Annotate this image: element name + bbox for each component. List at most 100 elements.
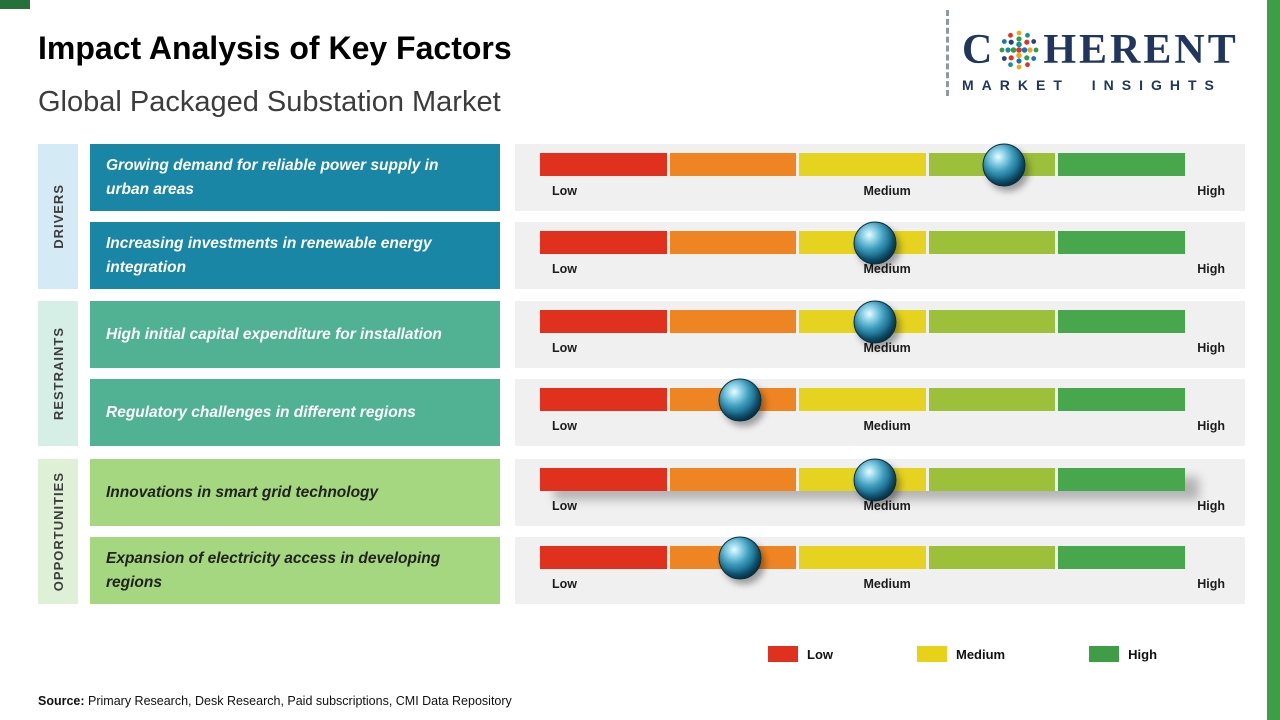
scale-labels: Low Medium High (515, 499, 1245, 513)
legend-swatch-medium (917, 646, 947, 662)
bar-segment-low-mid (669, 310, 797, 333)
scale-label-medium: Medium (863, 262, 911, 276)
factor-text: Expansion of electricity access in devel… (106, 550, 441, 591)
bar-segment-low (540, 468, 667, 491)
scale-label-low: Low (552, 184, 577, 198)
factor-text: Innovations in smart grid technology (106, 483, 379, 501)
legend-swatch-low (768, 646, 798, 662)
top-left-accent (0, 0, 30, 9)
scale-label-medium: Medium (863, 184, 911, 198)
logo-letters-herent: HERENT (1043, 27, 1239, 73)
factor-box: Increasing investments in renewable ener… (90, 222, 500, 289)
category-label-opportunities: OPPORTUNITIES (50, 471, 66, 592)
bar-segment-mid (799, 388, 926, 411)
factor-box: Expansion of electricity access in devel… (90, 537, 500, 604)
page-title: Impact Analysis of Key Factors (38, 30, 512, 66)
scale-label-high: High (1197, 184, 1225, 198)
legend-item-high: High (1089, 646, 1157, 662)
scale-label-high: High (1197, 499, 1225, 513)
bar-segment-low (540, 388, 667, 411)
impact-slider-knob[interactable] (982, 143, 1026, 186)
impact-slider-knob[interactable] (853, 221, 897, 264)
scale-label-low: Low (552, 341, 577, 355)
legend-item-low: Low (768, 646, 833, 662)
legend: Low Medium High (768, 646, 1157, 662)
impact-scale-panel: Low Medium High (515, 300, 1245, 368)
impact-gradient-bar (540, 221, 1185, 264)
scale-labels: Low Medium High (515, 577, 1245, 591)
factor-box: Growing demand for reliable power supply… (90, 144, 500, 211)
bar-segment-mid-high (928, 468, 1056, 491)
factor-box: Innovations in smart grid technology (90, 459, 500, 526)
bar-segment-high (1058, 231, 1185, 254)
page-subtitle: Global Packaged Substation Market (38, 86, 501, 118)
source-text: Primary Research, Desk Research, Paid su… (84, 694, 512, 708)
impact-scale-panel: Low Medium High (515, 221, 1245, 289)
right-edge-accent (1267, 0, 1280, 720)
scale-labels: Low Medium High (515, 184, 1245, 198)
impact-gradient-bar (540, 300, 1185, 343)
bar-segment-low-mid (669, 468, 797, 491)
logo-letter-c: C (962, 27, 996, 73)
logo-tagline: MARKET INSIGHTS (962, 77, 1222, 93)
bar-segment-high (1058, 153, 1185, 176)
brand-logo: C HERENT M (962, 28, 1262, 93)
impact-scale-panel: Low Medium High (515, 536, 1245, 604)
bar-segment-low-mid (669, 153, 797, 176)
bar-segment-mid-high (928, 231, 1056, 254)
bar-segment-low (540, 546, 667, 569)
factor-text: Regulatory challenges in different regio… (106, 403, 416, 421)
factor-box: High initial capital expenditure for ins… (90, 301, 500, 368)
logo-divider (946, 10, 949, 96)
impact-slider-knob[interactable] (853, 300, 897, 343)
factor-text: Growing demand for reliable power supply… (106, 157, 439, 198)
source-line: Source: Primary Research, Desk Research,… (38, 694, 512, 708)
scale-label-high: High (1197, 419, 1225, 433)
scale-label-medium: Medium (863, 499, 911, 513)
scale-labels: Low Medium High (515, 341, 1245, 355)
scale-label-low: Low (552, 499, 577, 513)
category-strip-restraints: RESTRAINTS (38, 301, 78, 446)
legend-label-medium: Medium (956, 646, 1006, 662)
source-label: Source: (38, 694, 85, 708)
scale-label-medium: Medium (863, 419, 911, 433)
bar-segment-low (540, 231, 667, 254)
scale-labels: Low Medium High (515, 262, 1245, 276)
scale-label-low: Low (552, 419, 577, 433)
category-label-restraints: RESTRAINTS (50, 326, 66, 421)
legend-label-low: Low (807, 646, 833, 662)
factor-text: Increasing investments in renewable ener… (106, 235, 432, 276)
category-strip-drivers: DRIVERS (38, 144, 78, 289)
impact-slider-knob[interactable] (718, 536, 762, 579)
bar-segment-mid (799, 153, 926, 176)
scale-label-medium: Medium (863, 577, 911, 591)
legend-item-medium: Medium (917, 646, 1005, 662)
bar-segment-high (1058, 310, 1185, 333)
impact-slider-knob[interactable] (718, 378, 762, 421)
impact-gradient-bar (540, 378, 1185, 421)
bar-segment-low (540, 310, 667, 333)
scale-label-medium: Medium (863, 341, 911, 355)
brand-wordmark: C HERENT (962, 28, 1262, 72)
logo-mosaic-o-icon (997, 28, 1041, 72)
impact-gradient-bar (540, 458, 1185, 501)
bar-segment-mid-high (928, 388, 1056, 411)
legend-label-high: High (1128, 646, 1158, 662)
bar-segment-high (1058, 388, 1185, 411)
bar-segment-low-mid (669, 231, 797, 254)
bar-segment-mid-high (928, 310, 1056, 333)
factor-text: High initial capital expenditure for ins… (106, 325, 442, 343)
impact-scale-panel: Low Medium High (515, 143, 1245, 211)
bar-segment-mid (799, 546, 926, 569)
category-strip-opportunities: OPPORTUNITIES (38, 459, 78, 604)
impact-slider-knob[interactable] (853, 458, 897, 501)
scale-label-high: High (1197, 262, 1225, 276)
impact-scale-panel: Low Medium High (515, 378, 1245, 446)
bar-segment-high (1058, 546, 1185, 569)
bar-segment-high (1058, 468, 1185, 491)
scale-labels: Low Medium High (515, 419, 1245, 433)
scale-label-low: Low (552, 577, 577, 591)
impact-gradient-bar (540, 143, 1185, 186)
impact-scale-panel: Low Medium High (515, 458, 1245, 526)
category-label-drivers: DRIVERS (50, 184, 66, 249)
